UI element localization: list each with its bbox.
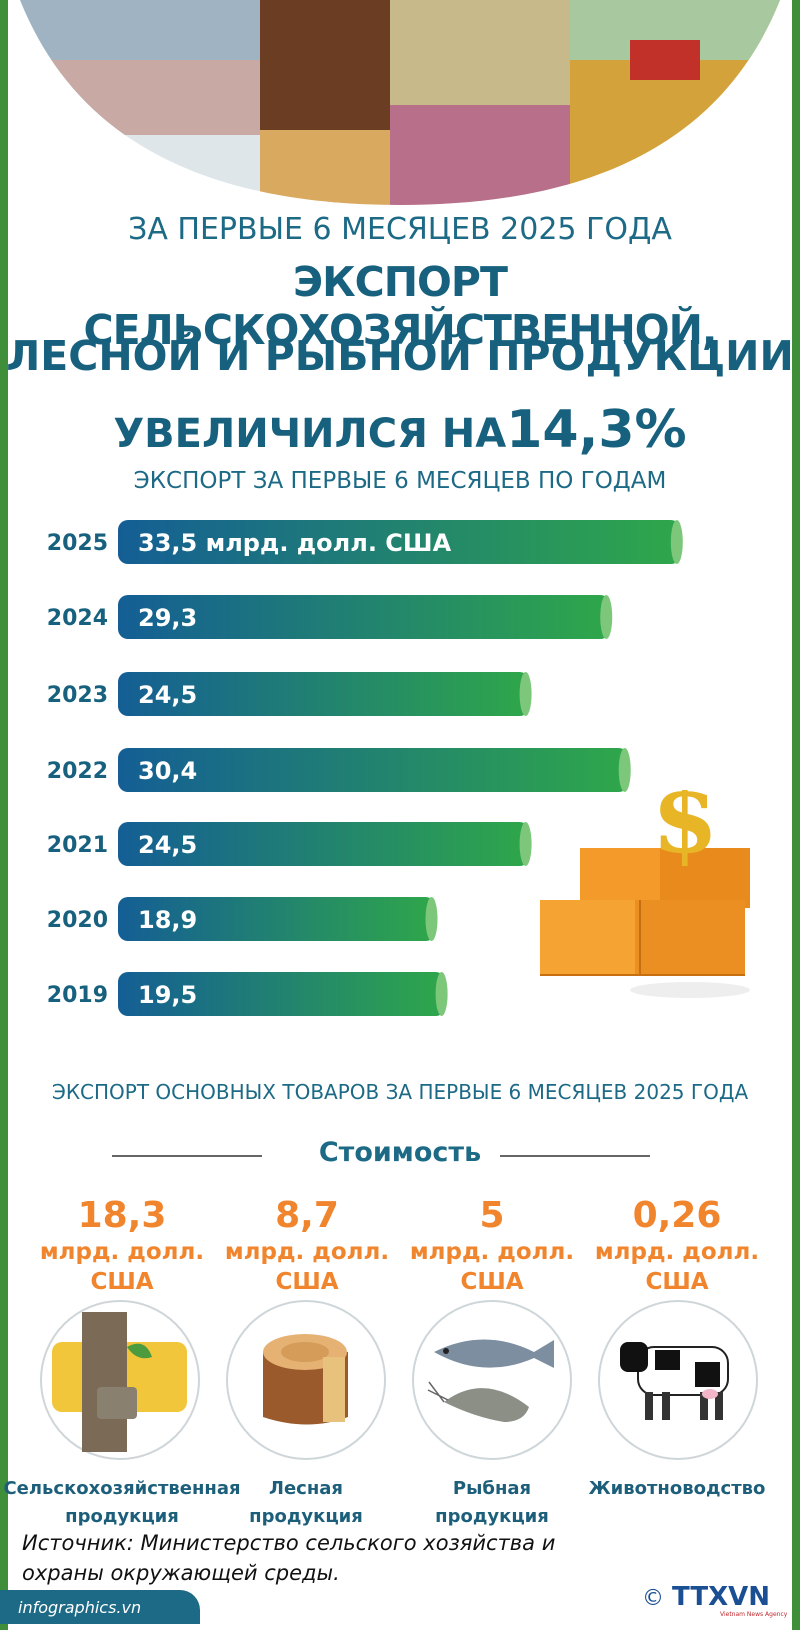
bar-2024	[118, 595, 611, 639]
bar-cap-2024	[600, 595, 613, 639]
goods-item-forestry: 8,7 млрд. долл. США	[212, 1195, 402, 1297]
header-title-line3: УВЕЛИЧИЛСЯ НА14,3%	[0, 400, 800, 460]
export-bar-chart: 2025 33,5 млрд. долл. США 2024 29,3 2023 24,5…	[47, 520, 683, 1016]
goods-label-agriculture: Сельскохозяйственная продукция	[3, 1478, 241, 1527]
goods-title: ЭКСПОРТ ОСНОВНЫХ ТОВАРОВ ЗА ПЕРВЫЕ 6 МЕС…	[51, 1080, 749, 1104]
goods-item-agriculture: 18,3 млрд. долл. США	[27, 1195, 217, 1297]
rubber-tap-icon	[52, 1312, 187, 1452]
livestock-circle	[598, 1300, 758, 1460]
chart-title: ЭКСПОРТ ЗА ПЕРВЫЕ 6 МЕСЯЦЕВ ПО ГОДАМ	[133, 468, 667, 494]
divider-right	[500, 1155, 650, 1157]
dollar-sign-icon: $	[652, 790, 719, 875]
agriculture-circle	[40, 1300, 200, 1460]
bar-value-label-2024: 29,3	[138, 604, 197, 632]
bar-value-label-2020: 18,9	[138, 906, 197, 934]
year-label-2020: 2020	[47, 908, 108, 933]
rice-photo	[390, 0, 570, 105]
goods-label-fishery: Рыбная продукция	[435, 1478, 549, 1527]
bar-value-label-2021: 24,5	[138, 831, 197, 859]
goods-label-forestry: Лесная продукция	[249, 1478, 363, 1527]
bar-2023	[118, 672, 530, 716]
year-label-2019: 2019	[47, 983, 108, 1008]
svg-text:©: ©	[642, 1586, 664, 1611]
bar-cap-2023	[519, 672, 532, 716]
header-growth-prefix: УВЕЛИЧИЛСЯ НА	[113, 411, 507, 457]
bar-value-label-2022: 30,4	[138, 757, 197, 785]
fishery-circle	[412, 1300, 572, 1460]
goods-unit: млрд. долл. США	[594, 1239, 760, 1295]
goods-value: 0,26	[632, 1195, 722, 1236]
fruit-market-photo	[390, 105, 570, 205]
bar-cap-2020	[425, 897, 438, 941]
goods-unit: млрд. долл. США	[224, 1239, 390, 1295]
footer-site[interactable]: infographics.vn	[0, 1590, 200, 1624]
header-period: ЗА ПЕРВЫЕ 6 МЕСЯЦЕВ 2025 ГОДА	[128, 212, 672, 247]
wood-stump-icon	[263, 1334, 348, 1425]
bar-value-label-2019: 19,5	[138, 981, 197, 1009]
year-label-2023: 2023	[47, 683, 108, 708]
box-icon	[580, 848, 670, 908]
bar-cap-2022	[618, 748, 631, 792]
goods-item-livestock: 0,26 млрд. долл. США	[582, 1195, 772, 1297]
boxes-dollar-illustration: $	[540, 790, 750, 998]
goods-item-fishery: 5 млрд. долл. США	[397, 1195, 587, 1297]
ttxvn-logo: © TTXVN Vietnam News Agency	[642, 1582, 788, 1618]
footer-site-label: infographics.vn	[18, 1598, 142, 1617]
svg-text:Vietnam News Agency: Vietnam News Agency	[720, 1611, 788, 1618]
bar-cap-2021	[519, 822, 532, 866]
bar-2021	[118, 822, 530, 866]
year-label-2021: 2021	[47, 833, 108, 858]
bar-cap-2019	[435, 972, 448, 1016]
fish-shrimp-icon	[427, 1339, 554, 1422]
year-label-2022: 2022	[47, 759, 108, 784]
goods-value: 18,3	[77, 1195, 167, 1236]
timber-photo	[260, 130, 390, 205]
goods-subtitle: Стоимость	[318, 1137, 482, 1168]
year-label-2025: 2025	[47, 531, 108, 556]
header-title-line1: ЭКСПОРТ СЕЛЬСКОХОЗЯЙСТВЕННОЙ,	[83, 258, 717, 354]
forestry-circle	[226, 1300, 386, 1460]
source-note: Источник: Министерство сельского хозяйст…	[22, 1531, 556, 1585]
bar-value-label-2023: 24,5	[138, 681, 197, 709]
goods-value: 5	[479, 1195, 505, 1236]
cow-icon	[620, 1342, 729, 1420]
bar-2022	[118, 748, 629, 792]
bar-2019	[118, 972, 446, 1016]
header-growth-value: 14,3%	[506, 400, 687, 460]
bar-2020	[118, 897, 436, 941]
hero-photo-collage	[20, 0, 780, 205]
bar-2025	[118, 520, 681, 564]
year-label-2024: 2024	[47, 606, 108, 631]
goods-label-livestock: Животноводство	[588, 1478, 766, 1499]
goods-unit: млрд. долл. США	[39, 1239, 205, 1295]
bar-cap-2025	[670, 520, 683, 564]
bar-value-label-2025: 33,5 млрд. долл. США	[138, 529, 452, 557]
goods-value: 8,7	[275, 1195, 339, 1236]
goods-unit: млрд. долл. США	[409, 1239, 575, 1295]
coffee-beans-photo	[260, 0, 390, 130]
divider-left	[112, 1155, 262, 1157]
svg-text:TTXVN: TTXVN	[672, 1582, 770, 1612]
header-title-line2: ЛЕСНОЙ И РЫБНОЙ ПРОДУКЦИИ	[6, 332, 794, 380]
